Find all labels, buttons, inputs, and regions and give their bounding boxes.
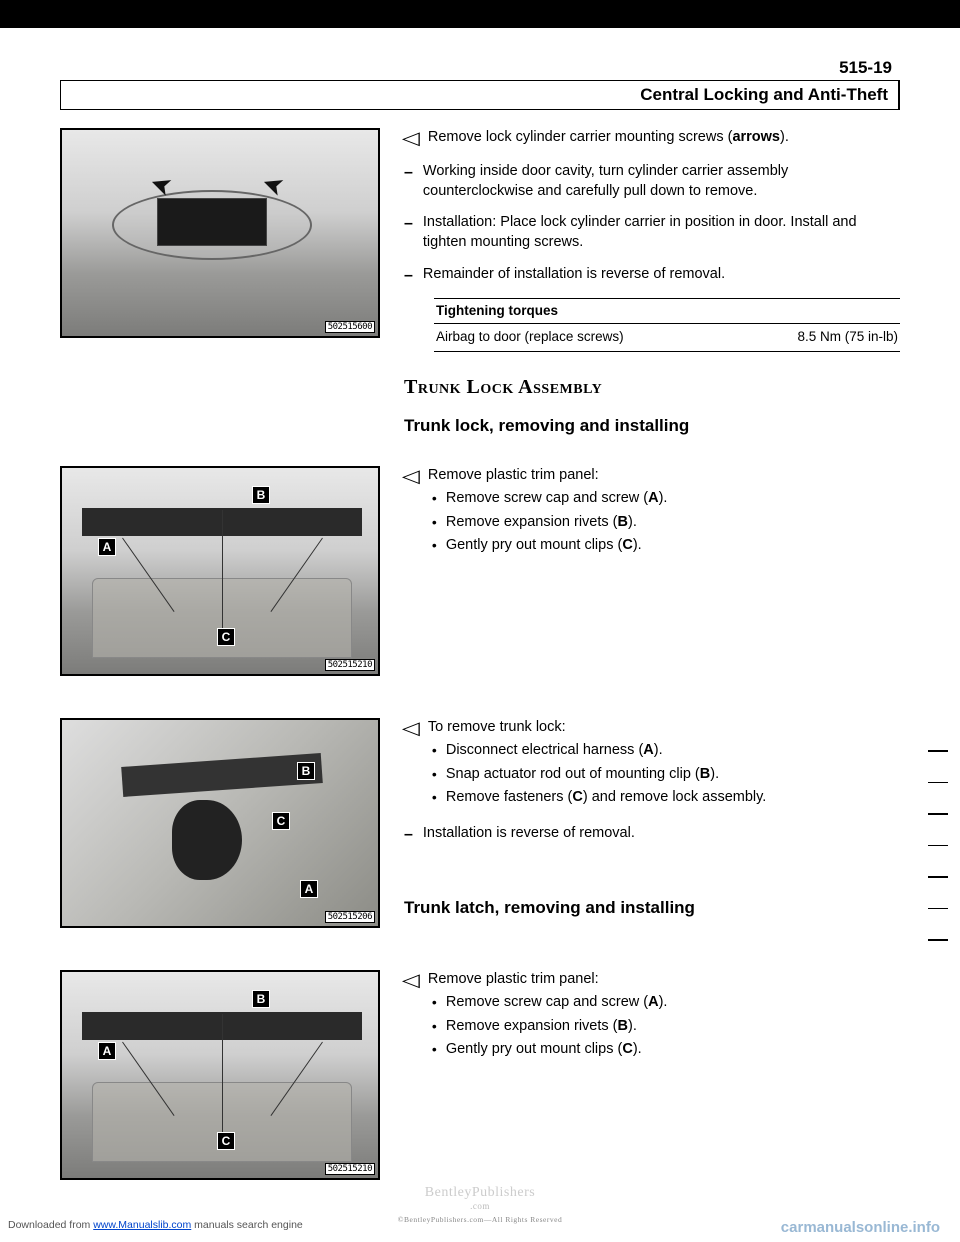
callout-a: A [300, 880, 318, 898]
site-watermark: carmanualsonline.info [781, 1219, 940, 1236]
step-arrow-icon: ◁ [402, 126, 420, 150]
figure-trunk-trim-1: A B C 502515210 [60, 466, 380, 676]
step-text: To remove trunk lock: Disconnect electri… [428, 718, 766, 812]
subsection-title: Trunk lock, removing and installing [404, 415, 900, 438]
callout-b: B [252, 486, 270, 504]
callout-a: A [98, 1042, 116, 1060]
figure-ref: 502515206 [325, 911, 375, 923]
dash-icon: – [404, 265, 413, 287]
step-text: Remove plastic trim panel: Remove screw … [428, 970, 668, 1064]
torque-table: Tightening torques Airbag to door (repla… [434, 298, 900, 351]
subsection-title: Trunk latch, removing and installing [404, 897, 900, 920]
step-text: Working inside door cavity, turn cylinde… [423, 162, 900, 201]
manualslib-link[interactable]: www.Manualslib.com [93, 1219, 191, 1231]
callout-c: C [272, 812, 290, 830]
step-arrow-icon: ◁ [402, 968, 420, 992]
step-text: Remainder of installation is reverse of … [423, 265, 725, 285]
figure-ref: 502515210 [325, 1163, 375, 1175]
callout-c: C [217, 1132, 235, 1150]
step-text: Installation is reverse of removal. [423, 824, 635, 844]
callout-b: B [297, 762, 315, 780]
page-cut-marks [946, 750, 948, 941]
torque-label: Airbag to door (replace screws) [436, 328, 624, 346]
figure-lock-cylinder: ➤ ➤ 502515600 [60, 128, 380, 338]
figure-trunk-lock: B C A 502515206 [60, 718, 380, 928]
dash-icon: – [404, 162, 413, 184]
section-title: Trunk Lock Assembly [404, 374, 900, 401]
callout-a: A [98, 538, 116, 556]
dash-icon: – [404, 213, 413, 235]
callout-b: B [252, 990, 270, 1008]
figure-trunk-trim-2: A B C 502515210 [60, 970, 380, 1180]
torque-title: Tightening torques [434, 298, 900, 324]
figure-ref: 502515600 [325, 321, 375, 333]
torque-value: 8.5 Nm (75 in-lb) [797, 328, 898, 346]
section-header: Central Locking and Anti-Theft [60, 80, 900, 110]
step-text: Remove plastic trim panel: Remove screw … [428, 466, 668, 560]
step-arrow-icon: ◁ [402, 464, 420, 488]
figure-ref: 502515210 [325, 659, 375, 671]
step-text: Installation: Place lock cylinder carrie… [423, 213, 900, 252]
download-source: Downloaded from www.Manualslib.com manua… [8, 1219, 303, 1236]
step-text: Remove lock cylinder carrier mounting sc… [428, 128, 789, 148]
callout-c: C [217, 628, 235, 646]
page-number: 515-19 [60, 58, 900, 78]
dash-icon: – [404, 824, 413, 846]
step-arrow-icon: ◁ [402, 716, 420, 740]
